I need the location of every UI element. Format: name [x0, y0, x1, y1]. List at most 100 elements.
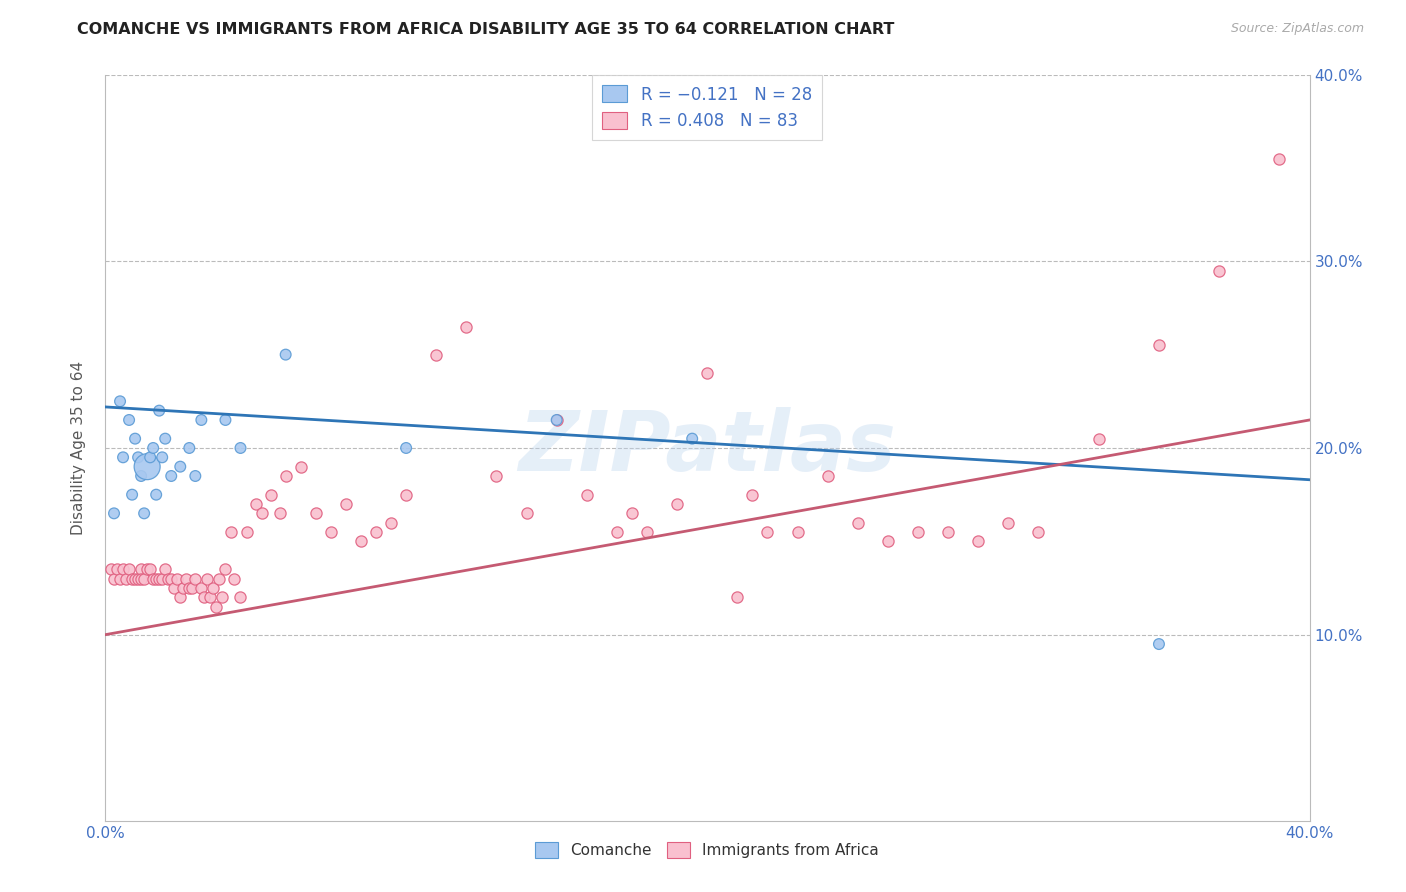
Point — [666, 497, 689, 511]
Point — [575, 488, 598, 502]
Point — [202, 581, 225, 595]
Point — [817, 469, 839, 483]
Point — [155, 432, 177, 446]
Point — [1087, 432, 1109, 446]
Point — [290, 459, 312, 474]
Point — [176, 572, 198, 586]
Point — [335, 497, 357, 511]
Point — [124, 432, 146, 446]
Point — [997, 516, 1019, 530]
Point — [214, 562, 236, 576]
Point — [1147, 637, 1170, 651]
Point — [636, 524, 658, 539]
Point — [108, 394, 131, 409]
Point — [103, 572, 125, 586]
Point — [1268, 152, 1291, 166]
Point — [907, 524, 929, 539]
Point — [148, 572, 170, 586]
Point — [148, 403, 170, 417]
Point — [456, 319, 478, 334]
Point — [145, 488, 167, 502]
Point — [274, 348, 297, 362]
Point — [155, 562, 177, 576]
Point — [205, 599, 228, 614]
Point — [160, 572, 183, 586]
Point — [877, 534, 900, 549]
Point — [235, 524, 257, 539]
Point — [136, 562, 159, 576]
Y-axis label: Disability Age 35 to 64: Disability Age 35 to 64 — [72, 361, 86, 535]
Point — [142, 572, 165, 586]
Point — [380, 516, 402, 530]
Point — [118, 413, 141, 427]
Point — [172, 581, 194, 595]
Text: COMANCHE VS IMMIGRANTS FROM AFRICA DISABILITY AGE 35 TO 64 CORRELATION CHART: COMANCHE VS IMMIGRANTS FROM AFRICA DISAB… — [77, 22, 894, 37]
Point — [193, 591, 215, 605]
Point — [163, 581, 186, 595]
Point — [725, 591, 748, 605]
Point — [121, 488, 143, 502]
Point — [134, 507, 156, 521]
Point — [620, 507, 643, 521]
Point — [208, 572, 231, 586]
Text: Source: ZipAtlas.com: Source: ZipAtlas.com — [1230, 22, 1364, 36]
Text: ZIPatlas: ZIPatlas — [519, 408, 896, 489]
Point — [195, 572, 218, 586]
Point — [200, 591, 222, 605]
Point — [395, 441, 418, 455]
Point — [129, 469, 152, 483]
Point — [214, 413, 236, 427]
Point — [485, 469, 508, 483]
Point — [245, 497, 267, 511]
Point — [112, 562, 135, 576]
Point — [190, 581, 212, 595]
Point — [211, 591, 233, 605]
Point — [145, 572, 167, 586]
Point — [179, 581, 201, 595]
Point — [112, 450, 135, 465]
Point — [184, 469, 207, 483]
Point — [1208, 263, 1230, 277]
Legend: R = −0.121   N = 28, R = 0.408   N = 83: R = −0.121 N = 28, R = 0.408 N = 83 — [592, 76, 823, 140]
Point — [364, 524, 387, 539]
Point — [139, 450, 162, 465]
Point — [169, 459, 191, 474]
Point — [179, 441, 201, 455]
Point — [425, 348, 447, 362]
Point — [967, 534, 990, 549]
Point — [756, 524, 779, 539]
Point — [846, 516, 869, 530]
Point — [103, 507, 125, 521]
Point — [606, 524, 628, 539]
Point — [305, 507, 328, 521]
Point — [115, 572, 138, 586]
Point — [150, 572, 173, 586]
Point — [124, 572, 146, 586]
Point — [274, 469, 297, 483]
Point — [786, 524, 808, 539]
Point — [121, 572, 143, 586]
Point — [136, 459, 159, 474]
Point — [169, 591, 191, 605]
Point — [1147, 338, 1170, 352]
Point — [546, 413, 568, 427]
Point — [184, 572, 207, 586]
Point — [181, 581, 204, 595]
Point — [150, 450, 173, 465]
Point — [936, 524, 959, 539]
Point — [681, 432, 703, 446]
Point — [129, 562, 152, 576]
Point — [229, 441, 252, 455]
Point — [190, 413, 212, 427]
Point — [269, 507, 291, 521]
Point — [224, 572, 246, 586]
Point — [1028, 524, 1050, 539]
Point — [319, 524, 342, 539]
Point — [516, 507, 538, 521]
Point — [259, 488, 281, 502]
Point — [229, 591, 252, 605]
Point — [105, 562, 128, 576]
Point — [142, 441, 165, 455]
Point — [118, 562, 141, 576]
Point — [160, 469, 183, 483]
